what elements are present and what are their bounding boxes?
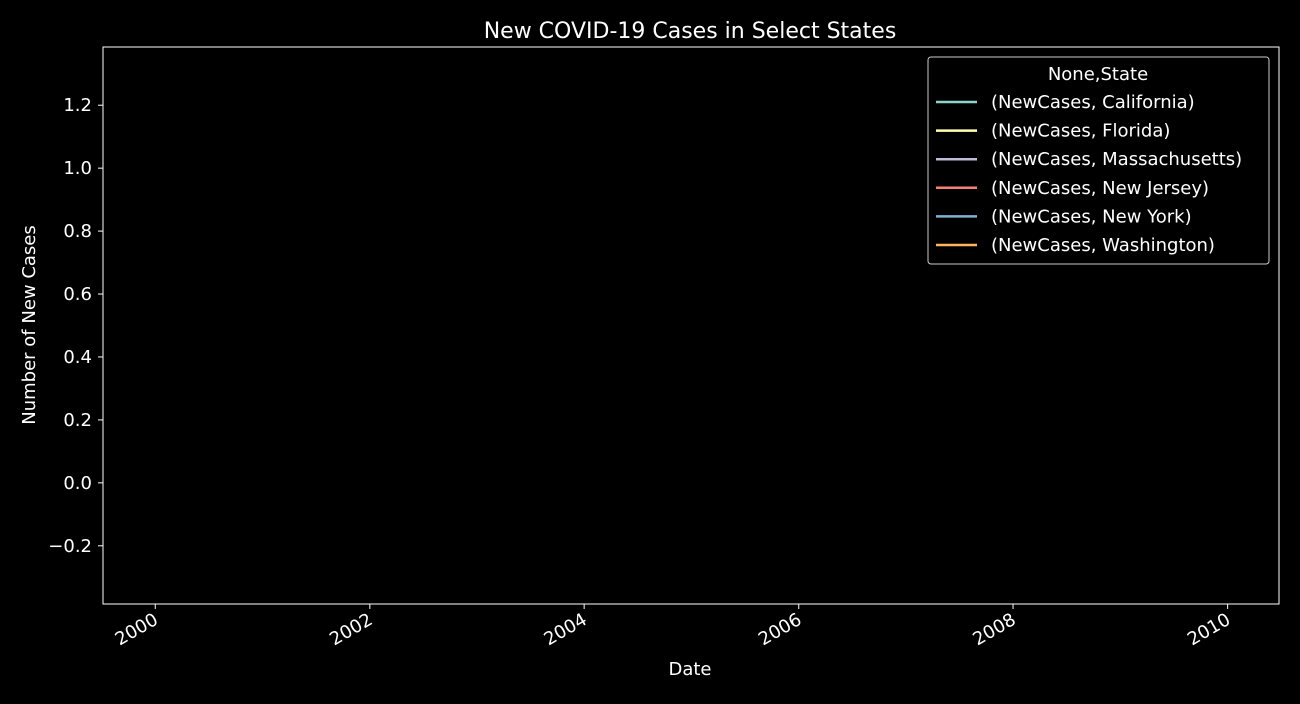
plot-area-frame: [102, 46, 1280, 605]
legend-label: (NewCases, California): [991, 92, 1195, 113]
legend-entries: (NewCases, California) (NewCases, Florida…: [936, 92, 1242, 256]
x-tick-label: 2008: [969, 609, 1019, 650]
legend-label: (NewCases, Massachusetts): [991, 149, 1242, 170]
y-tick-label: 0.8: [63, 221, 92, 242]
chart-title: New COVID-19 Cases in Select States: [484, 19, 897, 44]
legend-box: [927, 56, 1270, 265]
legend-label: (NewCases, New Jersey): [991, 178, 1209, 199]
y-axis: −0.2 0.0 0.2 0.4 0.6 0.8 1.0 1.2: [48, 95, 103, 557]
x-axis-label: Date: [668, 659, 711, 680]
legend-label: (NewCases, Florida): [991, 121, 1170, 142]
x-tick-label: 2006: [755, 609, 805, 650]
legend-label: (NewCases, Washington): [991, 235, 1215, 256]
x-tick-label: 2010: [1184, 609, 1234, 650]
y-axis-label: Number of New Cases: [19, 225, 40, 425]
y-tick-label: 1.0: [63, 158, 92, 179]
legend-title: None,State: [1048, 64, 1148, 85]
x-tick-label: 2004: [540, 609, 590, 650]
x-axis: 2000 2002 2004 2006 2008 2010: [112, 604, 1234, 650]
legend-label: (NewCases, New York): [991, 206, 1192, 227]
y-tick-label: 0.0: [63, 473, 92, 494]
y-tick-label: 0.2: [63, 410, 92, 431]
x-tick-label: 2002: [326, 609, 376, 650]
y-tick-label: 1.2: [63, 95, 92, 116]
y-tick-label: 0.4: [63, 347, 92, 368]
y-tick-label: 0.6: [63, 284, 92, 305]
legend: None,State (NewCases, California)(NewCas…: [927, 56, 1270, 265]
x-tick-label: 2000: [112, 609, 162, 650]
y-tick-label: −0.2: [48, 536, 92, 557]
